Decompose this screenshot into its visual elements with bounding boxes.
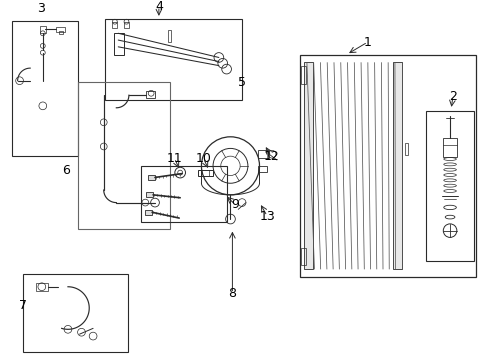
Bar <box>12 21 78 156</box>
Bar <box>301 248 305 265</box>
Bar <box>392 62 401 269</box>
Text: 12: 12 <box>263 150 279 163</box>
Bar <box>104 19 242 100</box>
Text: 4: 4 <box>155 0 163 13</box>
Bar <box>112 22 117 28</box>
Text: 13: 13 <box>259 210 275 222</box>
Bar <box>167 30 171 42</box>
Bar <box>301 66 305 84</box>
Bar <box>197 170 213 176</box>
Text: 7: 7 <box>20 299 27 312</box>
Bar <box>124 22 129 28</box>
Bar <box>23 274 128 352</box>
Text: 10: 10 <box>195 152 211 165</box>
Bar <box>146 193 153 197</box>
Bar <box>404 143 407 155</box>
Bar <box>56 27 65 32</box>
Bar <box>148 175 155 180</box>
Bar <box>78 82 169 229</box>
Bar <box>425 111 473 261</box>
Bar <box>114 33 124 55</box>
Text: 5: 5 <box>238 76 245 89</box>
Text: 6: 6 <box>62 164 70 177</box>
Text: 1: 1 <box>363 36 371 49</box>
Text: 8: 8 <box>228 287 236 300</box>
Bar <box>146 91 155 98</box>
Text: 9: 9 <box>231 198 239 211</box>
Bar <box>141 166 226 222</box>
Bar <box>145 210 152 215</box>
Bar <box>443 138 456 157</box>
Text: 2: 2 <box>448 90 456 103</box>
Bar <box>257 166 266 172</box>
Bar <box>300 55 475 277</box>
Bar <box>40 26 45 33</box>
Bar <box>59 31 63 34</box>
Bar <box>257 150 268 158</box>
Bar <box>304 62 312 269</box>
Text: 11: 11 <box>166 152 182 165</box>
Text: 3: 3 <box>37 2 45 15</box>
Bar <box>36 283 47 291</box>
